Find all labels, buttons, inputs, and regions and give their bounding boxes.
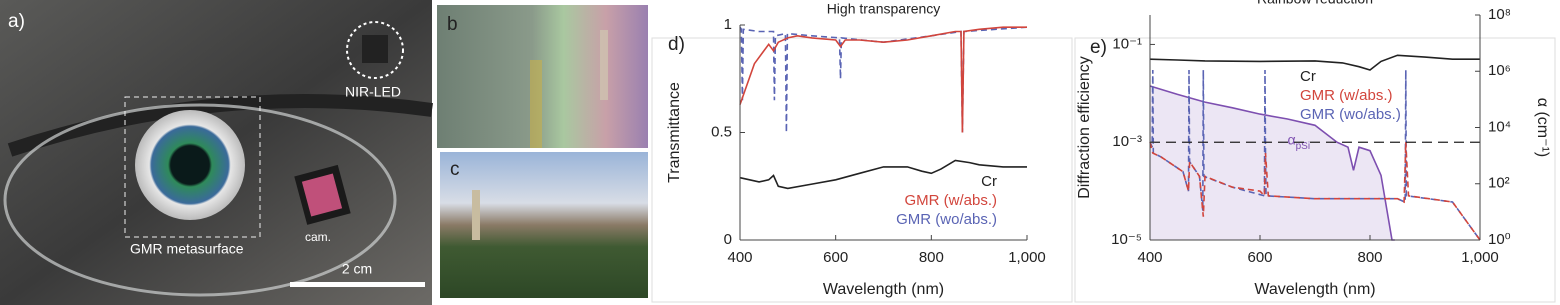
legend-entry: GMR (w/abs.)	[904, 192, 997, 209]
y-axis-label: Transmittance	[666, 82, 683, 183]
data-line	[1149, 142, 1481, 241]
photo-c: c	[440, 152, 648, 298]
y2-tick-label: 10⁸	[1488, 6, 1511, 23]
legend-entry: GMR (wo/abs.)	[896, 211, 997, 228]
data-line	[739, 26, 1027, 133]
area-fill	[1150, 86, 1395, 240]
panel-border	[1074, 37, 1556, 303]
legend-entry: GMR (w/abs.)	[1300, 87, 1393, 104]
chart-title: Rainbow reduction	[1257, 0, 1373, 7]
y2-tick-label: 10²	[1488, 175, 1510, 192]
x-tick-label: 600	[1247, 249, 1272, 266]
series-label-sub: pSi	[1296, 141, 1310, 152]
data-line	[739, 159, 1027, 190]
x-tick-label: 400	[727, 249, 752, 266]
panel-label: d)	[668, 34, 685, 55]
y2-tick-label: 10⁶	[1488, 62, 1511, 79]
photo-label: GMR metasurface	[130, 241, 244, 257]
y-axis-label: Diffraction efficiency	[1076, 56, 1093, 199]
photo-a: a) NIR-LED cam. GMR metasurface 2 cm	[0, 0, 433, 305]
y-tick-label: 10⁻¹	[1112, 35, 1142, 52]
data-line	[1149, 85, 1395, 241]
x-tick-label: 400	[1137, 249, 1162, 266]
x-tick-label: 1,000	[1461, 249, 1499, 266]
x-tick-label: 800	[919, 249, 944, 266]
y-tick-label: 0.5	[711, 123, 732, 140]
legend-entry: Cr	[981, 173, 997, 190]
panel-border	[651, 37, 1073, 303]
y2-axis-label: α (cm⁻¹)	[1534, 98, 1551, 157]
legend-entry: Cr	[1300, 68, 1316, 85]
panel-label: c	[450, 159, 460, 180]
y2-tick-label: 10⁴	[1488, 118, 1511, 135]
photo-label: NIR-LED	[345, 84, 401, 100]
y-tick-label: 0	[724, 231, 732, 248]
y2-tick-label: 10⁰	[1488, 231, 1511, 248]
x-tick-label: 1,000	[1008, 249, 1046, 266]
data-line	[1149, 54, 1480, 71]
y-tick-label: 10⁻³	[1112, 133, 1142, 150]
panel-label: b	[447, 14, 458, 35]
panel-label: a)	[8, 11, 25, 32]
x-axis-label: Wavelength (nm)	[1254, 281, 1375, 298]
legend-entry: GMR (wo/abs.)	[1300, 106, 1401, 123]
x-axis-label: Wavelength (nm)	[823, 281, 944, 298]
y-tick-label: 1	[724, 16, 732, 33]
panel-label: e)	[1090, 37, 1107, 58]
y-tick-label: 10⁻⁵	[1111, 231, 1142, 248]
x-tick-label: 600	[823, 249, 848, 266]
photo-label: cam.	[305, 230, 331, 244]
photo-b: b	[437, 5, 648, 148]
x-tick-label: 800	[1357, 249, 1382, 266]
chart-title: High transparency	[827, 1, 941, 17]
photo-label: 2 cm	[342, 261, 372, 277]
